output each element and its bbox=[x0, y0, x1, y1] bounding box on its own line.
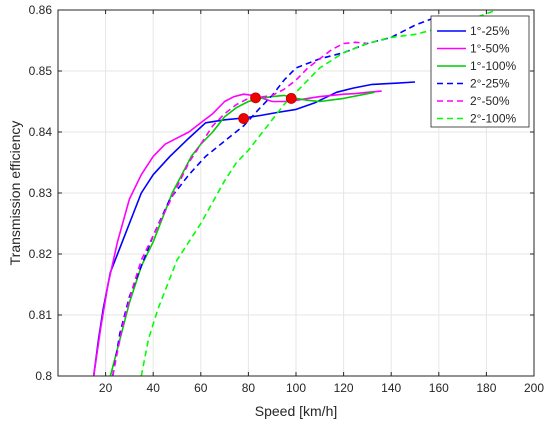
y-tick-label: 0.83 bbox=[29, 186, 53, 200]
x-tick-label: 60 bbox=[194, 381, 208, 395]
x-tick-label: 140 bbox=[381, 381, 401, 395]
intersection-marker bbox=[285, 93, 297, 104]
legend-label: 2°-25% bbox=[470, 77, 510, 91]
y-axis-title: Transmission efficiency bbox=[7, 121, 23, 266]
series-line bbox=[140, 10, 494, 377]
x-tick-label: 160 bbox=[429, 381, 449, 395]
y-tick-label: 0.84 bbox=[29, 125, 53, 139]
x-tick-label: 120 bbox=[334, 381, 354, 395]
legend-label: 1°-25% bbox=[470, 24, 510, 38]
series-layer bbox=[92, 10, 494, 377]
intersection-marker bbox=[238, 113, 250, 124]
legend-box bbox=[430, 15, 530, 128]
legend-label: 2°-100% bbox=[470, 112, 516, 126]
series-line bbox=[109, 91, 375, 377]
legend: 1°-25% 1°-50% 1°-100% 2°-25% 2°-50% 2°-100% bbox=[430, 15, 530, 128]
y-tick-label: 0.81 bbox=[29, 308, 53, 322]
x-tick-label: 20 bbox=[99, 381, 113, 395]
x-tick-label: 100 bbox=[286, 381, 306, 395]
y-tick-label: 0.8 bbox=[35, 369, 52, 383]
x-axis-title: Speed [km/h] bbox=[255, 403, 338, 419]
series-line bbox=[92, 81, 416, 377]
x-tick-label: 180 bbox=[476, 381, 496, 395]
x-tick-label: 200 bbox=[524, 381, 544, 395]
intersection-marker bbox=[250, 92, 261, 104]
x-tick-label: 40 bbox=[147, 381, 161, 395]
y-tick-label: 0.82 bbox=[29, 247, 53, 261]
x-tick-label: 80 bbox=[242, 381, 256, 395]
legend-label: 1°-100% bbox=[470, 59, 516, 73]
series-line bbox=[111, 41, 368, 377]
marker-layer bbox=[238, 92, 297, 124]
tick-layer: 20 40 60 80 100 120 140 160 180 200 0.8 0.81 0.82 0.8… bbox=[29, 3, 545, 395]
legend-label: 1°-50% bbox=[470, 42, 510, 56]
y-tick-label: 0.86 bbox=[29, 3, 53, 17]
y-tick-label: 0.85 bbox=[29, 64, 53, 78]
legend-label: 2°-50% bbox=[470, 94, 510, 108]
series-line bbox=[92, 90, 382, 377]
